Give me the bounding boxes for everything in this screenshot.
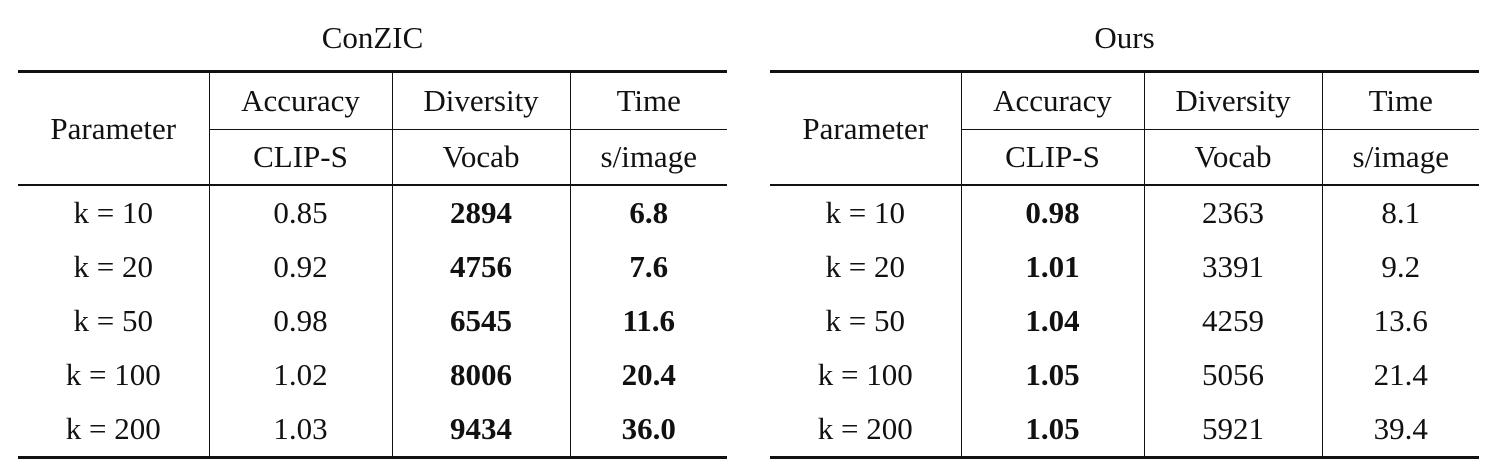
table-block: ConZIC Parameter Accuracy Diversity Time CLIP…	[18, 0, 727, 459]
value-cell: 1.05	[960, 402, 1145, 459]
param-cell: k = 200	[770, 402, 962, 459]
param-cell: k = 20	[770, 240, 962, 294]
group-header: Diversity	[1143, 70, 1323, 130]
header-row: Parameter Accuracy Diversity Time	[770, 70, 1479, 186]
data-row: k = 20 0.92 4756 7.6	[18, 240, 727, 294]
header-row: CLIP-S Vocab s/image	[770, 129, 1479, 186]
metric-header: Vocab	[391, 129, 571, 186]
value-cell: 5056	[1143, 348, 1323, 402]
value-cell: 8006	[391, 348, 571, 402]
header-row: CLIP-S Vocab s/image	[18, 129, 727, 186]
value-cell: 5921	[1143, 402, 1323, 459]
group-header: Time	[569, 70, 727, 130]
metric-header: Vocab	[1143, 129, 1323, 186]
metric-header: CLIP-S	[961, 129, 1145, 186]
value-cell: 1.02	[208, 348, 393, 402]
value-cell: 6545	[391, 294, 571, 348]
value-cell: 21.4	[1321, 348, 1479, 402]
param-cell: k = 10	[770, 185, 962, 240]
value-cell: 6.8	[569, 185, 727, 240]
data-row: k = 10 0.98 2363 8.1	[770, 185, 1479, 240]
data-row: k = 200 1.05 5921 39.4	[770, 402, 1479, 459]
value-cell: 0.85	[208, 185, 393, 240]
table-title: Ours	[1094, 20, 1155, 55]
param-cell: k = 50	[18, 294, 210, 348]
param-cell: k = 50	[770, 294, 962, 348]
param-cell: k = 10	[18, 185, 210, 240]
header-row: Parameter Accuracy Diversity Time	[18, 70, 727, 186]
value-cell: 1.05	[960, 348, 1145, 402]
param-header: Parameter	[18, 70, 210, 186]
param-cell: k = 200	[18, 402, 210, 459]
data-row: k = 10 0.85 2894 6.8	[18, 185, 727, 240]
data-row: k = 100 1.05 5056 21.4	[770, 348, 1479, 402]
value-cell: 9434	[391, 402, 571, 459]
value-cell: 39.4	[1321, 402, 1479, 459]
metric-header: s/image	[569, 129, 727, 186]
value-cell: 4259	[1143, 294, 1323, 348]
data-row: k = 200 1.03 9434 36.0	[18, 402, 727, 459]
value-cell: 1.04	[960, 294, 1145, 348]
value-cell: 20.4	[569, 348, 727, 402]
group-header: Accuracy	[960, 70, 1145, 130]
value-cell: 2363	[1143, 185, 1323, 240]
data-row: k = 100 1.02 8006 20.4	[18, 348, 727, 402]
metric-header: CLIP-S	[209, 129, 393, 186]
value-cell: 0.98	[960, 185, 1145, 240]
data-row: k = 50 0.98 6545 11.6	[18, 294, 727, 348]
metric-header: s/image	[1321, 129, 1479, 186]
value-cell: 11.6	[569, 294, 727, 348]
param-cell: k = 100	[18, 348, 210, 402]
data-row: k = 20 1.01 3391 9.2	[770, 240, 1479, 294]
table-title: ConZIC	[321, 20, 424, 55]
value-cell: 8.1	[1321, 185, 1479, 240]
value-cell: 36.0	[569, 402, 727, 459]
value-cell: 3391	[1143, 240, 1323, 294]
value-cell: 1.01	[960, 240, 1145, 294]
value-cell: 7.6	[569, 240, 727, 294]
param-cell: k = 100	[770, 348, 962, 402]
param-header: Parameter	[770, 70, 962, 186]
value-cell: 1.03	[208, 402, 393, 459]
data-row: k = 50 1.04 4259 13.6	[770, 294, 1479, 348]
group-header: Time	[1321, 70, 1479, 130]
table-block: Ours Parameter Accuracy Diversity Time CLIP-S…	[770, 0, 1479, 459]
value-cell: 0.92	[208, 240, 393, 294]
group-header: Accuracy	[208, 70, 393, 130]
group-header: Diversity	[391, 70, 571, 130]
value-cell: 13.6	[1321, 294, 1479, 348]
results-table: Parameter Accuracy Diversity Time CLIP-S Voca…	[770, 70, 1479, 459]
value-cell: 2894	[391, 185, 571, 240]
param-cell: k = 20	[18, 240, 210, 294]
value-cell: 9.2	[1321, 240, 1479, 294]
value-cell: 4756	[391, 240, 571, 294]
value-cell: 0.98	[208, 294, 393, 348]
results-table: Parameter Accuracy Diversity Time CLIP-S Voca…	[18, 70, 727, 459]
